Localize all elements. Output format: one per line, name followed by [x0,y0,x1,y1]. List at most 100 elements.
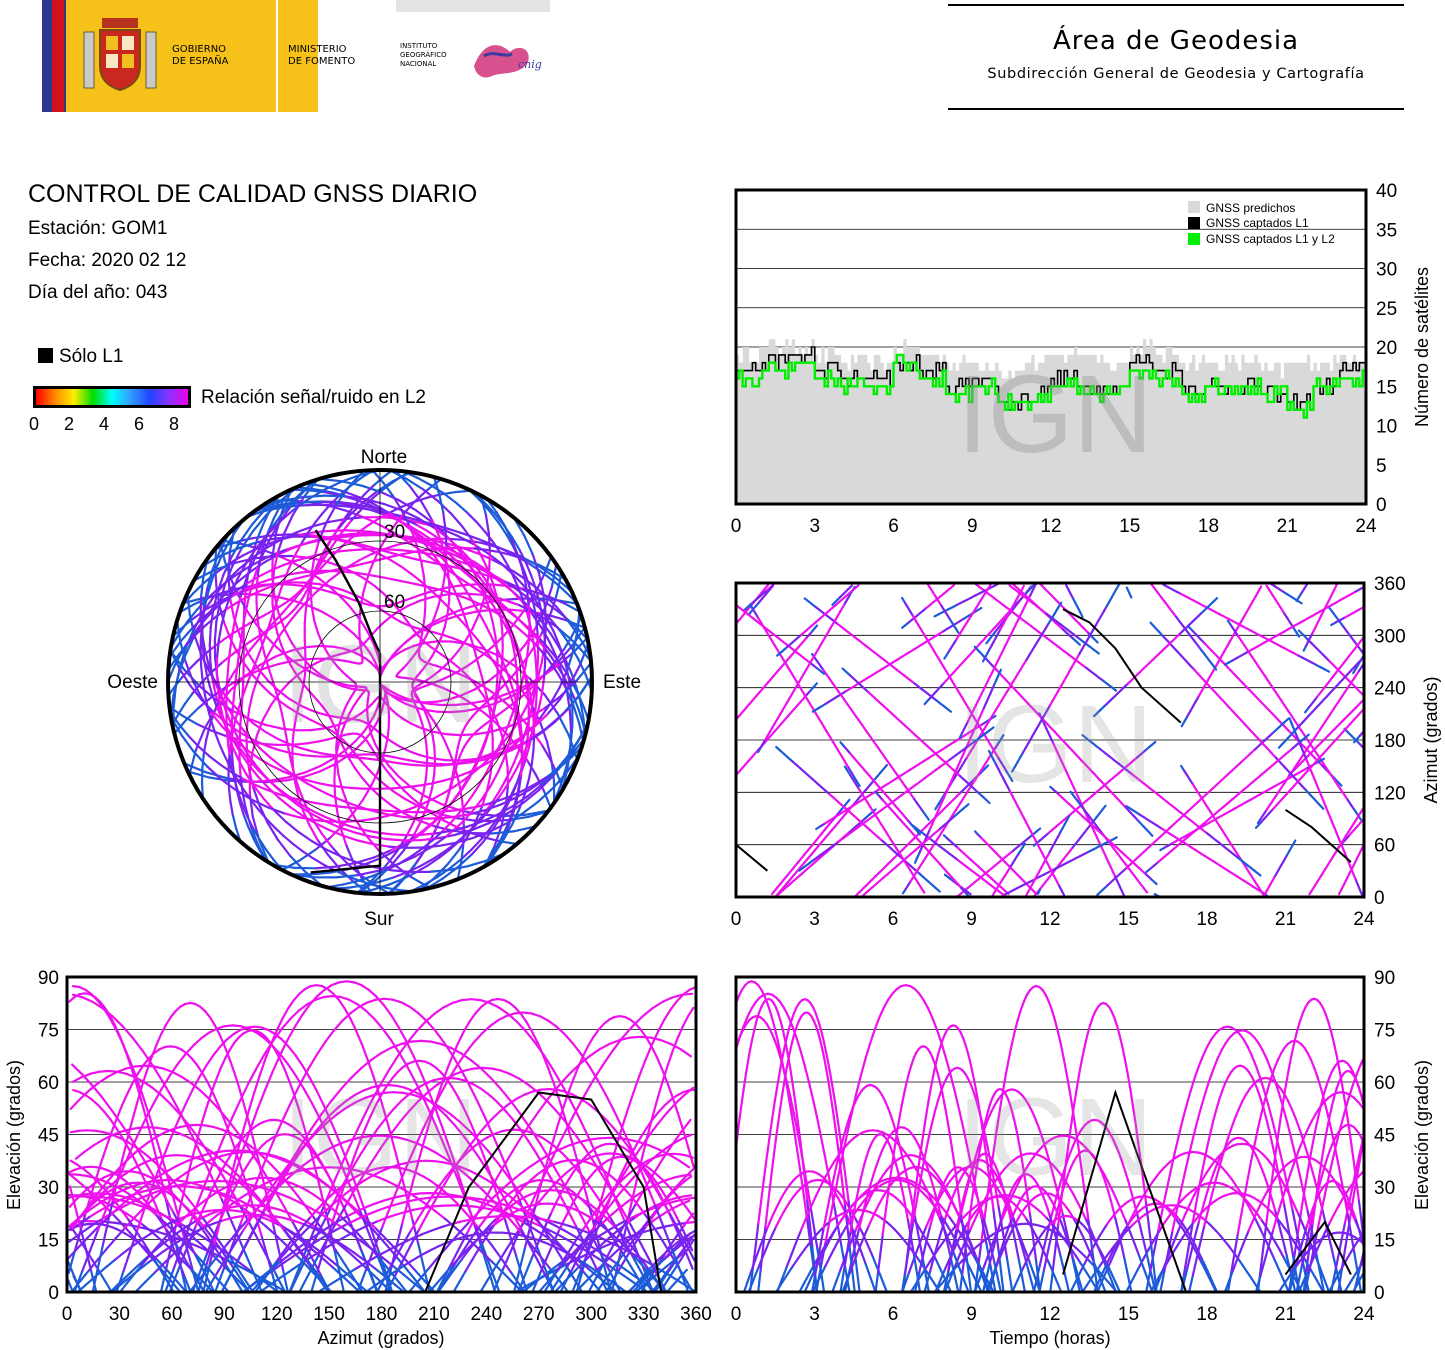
satellite-track-segment [229,700,243,715]
satellite-track-segment [1441,757,1445,762]
satellite-track-segment [477,752,494,760]
satellite-track-segment [227,742,231,755]
satellite-track-segment [389,840,408,852]
satellite-track-segment [437,589,444,606]
satellite-track-segment [440,625,446,639]
satellite-track-segment [353,831,372,838]
satellite-track-segment [429,702,443,707]
satellite-track-segment [304,573,316,578]
satellite-track-segment [523,579,529,595]
satellite-track-segment [259,633,264,646]
dir-east: Este [603,672,641,693]
satellite-track-segment [1437,842,1440,847]
satellite-track-segment [463,707,481,713]
satellite-track-segment [312,586,324,592]
satellite-track-segment [534,655,538,670]
satellite-track-segment [297,776,309,785]
satellite-track-segment [405,596,414,602]
satellite-track-segment [458,638,468,651]
satellite-track-segment [251,739,263,751]
satellite-track-segment [474,536,485,543]
satellite-track-segment [506,609,517,618]
satellite-track-segment [270,691,282,706]
satellite-track-segment [380,491,401,502]
satellite-track-segment [272,503,283,520]
satellite-track-segment [278,699,289,709]
satellite-track-segment [429,715,437,726]
satellite-track-segment [524,561,533,577]
satellite-track-segment [273,573,290,580]
satellite-track-segment [516,685,523,698]
satellite-track-segment [357,756,365,766]
satellite-track-segment [225,722,229,735]
satellite-track-segment [571,682,580,697]
satellite-track-segment [282,834,294,845]
satellite-track-segment [503,700,516,712]
satellite-track-segment [232,686,236,698]
legend-label-l1-l2: GNSS captados L1 y L2 [1206,232,1335,246]
satellite-track-segment [354,731,365,743]
satellite-track-segment [855,780,861,788]
satellite-track-segment [1366,837,1368,841]
satellite-track-segment [511,612,524,627]
satellite-track-segment [729,780,732,784]
satellite-track-segment [846,584,854,591]
satellite-track-segment [266,806,285,815]
satellite-track-segment [341,834,359,842]
satellite-track-segment [437,841,457,848]
satellite-track-segment [286,577,299,583]
satellite-track-segment [361,490,379,504]
satellite-track-segment [306,488,326,501]
satellite-track-segment [410,847,424,858]
satellite-track-segment [391,740,402,748]
satellite-track-segment [403,644,416,651]
satellite-track-segment [247,826,255,840]
satellite-track-segment [311,809,326,818]
satellite-track-segment [502,564,516,573]
satellite-track-segment [275,516,284,530]
satellite-track-segment [520,742,524,761]
y-tick-label: 5 [1376,456,1387,477]
satellite-track-segment [459,531,470,537]
satellite-track-segment [561,587,571,598]
satellite-track-segment [530,748,535,766]
satellite-track-segment [248,585,253,598]
satellite-track-segment [483,605,497,614]
satellite-track-segment [253,762,266,777]
satellite-track-segment [246,581,263,590]
satellite-track-segment [425,761,438,766]
satellite-track-segment [425,741,429,755]
satellite-track-segment [246,651,259,669]
satellite-track-segment [1317,803,1325,810]
satellite-track-segment [1036,888,1042,895]
satellite-track-segment [1404,769,1408,773]
satellite-track-segment [448,749,455,764]
satellite-track-segment [343,624,355,635]
satellite-track-segment [499,597,521,607]
satellite-track-segment [537,774,555,792]
satellite-track-segment [1359,889,1364,897]
snr-colorbar [33,386,191,408]
satellite-track-segment [1407,791,1411,795]
satellite-track-segment [488,550,491,571]
satellite-track-segment [331,659,340,669]
satellite-track-segment [402,833,416,852]
satellite-track-segment [234,783,241,797]
satellite-track-segment [201,641,206,662]
satellite-track-segment [308,535,327,540]
satellite-track-segment [1151,740,1157,746]
series-gnss-l1-l2 [736,353,1366,419]
satellite-track-segment [1429,813,1433,817]
satellite-track-segment [976,606,983,612]
satellite-track-segment [553,707,570,724]
satellite-track-segment [251,674,263,687]
satellite-track-segment [246,564,253,577]
satellite-track-segment [1377,616,1381,621]
satellite-track-segment [260,515,268,529]
satellite-track-segment [408,750,422,757]
satellite-track-segment [419,702,426,711]
satellite-track-segment [473,600,486,608]
satellite-track-segment [526,783,543,798]
satellite-track-segment [272,548,287,556]
